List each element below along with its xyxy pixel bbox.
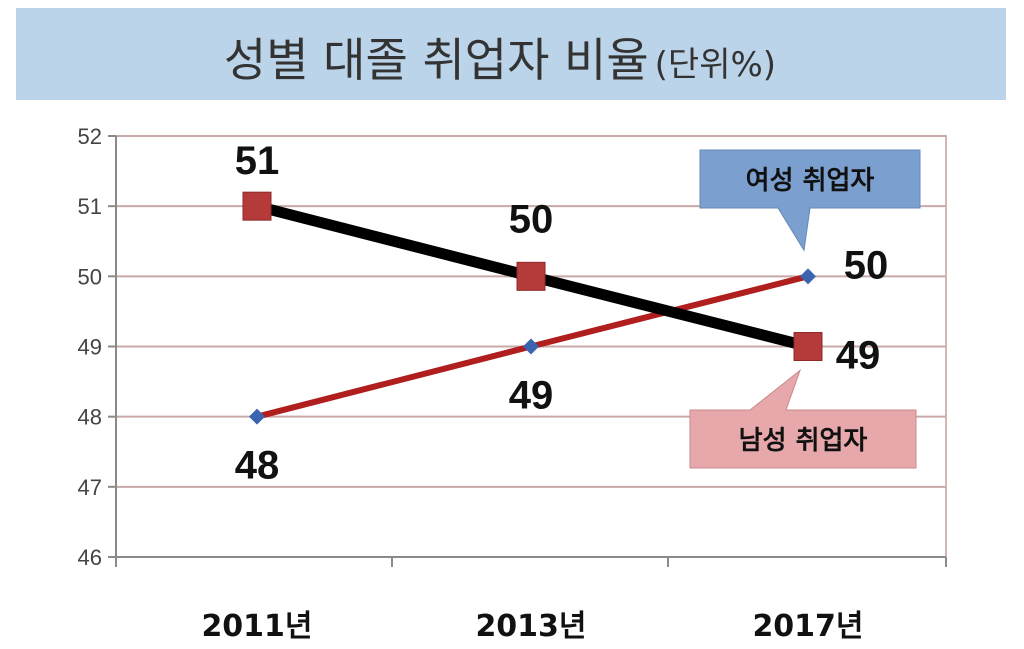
callout-layer: 여성 취업자남성 취업자 [690, 150, 920, 468]
ytick-label-50: 50 [78, 264, 102, 289]
male-marker-1 [517, 262, 545, 290]
female-data-label-1: 49 [509, 374, 554, 418]
female-data-label-0: 48 [235, 444, 280, 488]
male-marker-2 [794, 333, 822, 361]
ytick-label-51: 51 [78, 194, 102, 219]
xtick-label-2: 2017년 [752, 609, 863, 644]
male-data-label-1: 50 [509, 197, 554, 241]
ytick-label-49: 49 [78, 335, 102, 360]
female-data-label-2: 50 [844, 243, 889, 287]
xtick-label-1: 2013년 [475, 609, 586, 644]
female-marker-2 [800, 268, 816, 284]
ytick-label-46: 46 [78, 545, 102, 570]
chart-title-main: 성별 대졸 취업자 비율 [224, 33, 649, 87]
male-legend-label: 남성 취업자 [739, 426, 868, 456]
ytick-label-48: 48 [78, 405, 102, 430]
male-data-label-0: 51 [235, 139, 280, 183]
male-data-label-2: 49 [836, 334, 881, 378]
chart-title-unit: (단위%) [655, 45, 776, 85]
female-legend-label: 여성 취업자 [746, 166, 875, 196]
female-marker-1 [523, 339, 539, 355]
ytick-label-52: 52 [78, 124, 102, 149]
female-marker-0 [249, 409, 265, 425]
ytick-label-47: 47 [78, 475, 102, 500]
xtick-label-0: 2011년 [201, 609, 312, 644]
male-marker-0 [243, 192, 271, 220]
